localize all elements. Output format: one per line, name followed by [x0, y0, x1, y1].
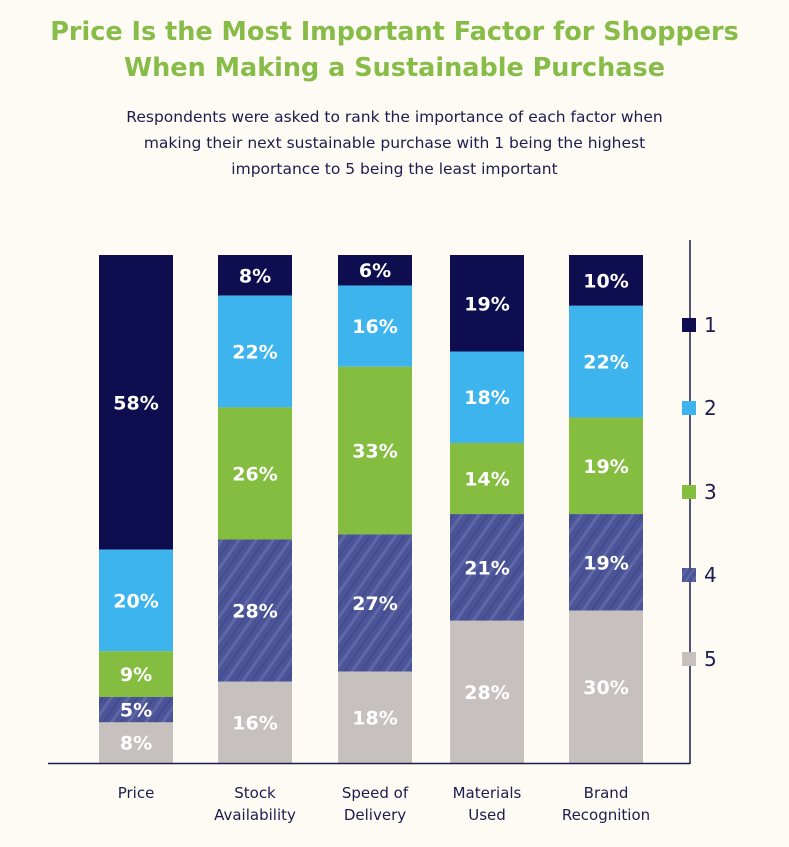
data-label: 22% — [583, 352, 628, 374]
data-label: 9% — [120, 664, 152, 686]
x-tick-label: Delivery — [344, 806, 406, 824]
x-tick-label: Used — [468, 806, 506, 824]
bar-segment-rank-5 — [569, 610, 643, 763]
data-label: 26% — [232, 463, 277, 485]
data-label: 8% — [239, 265, 271, 287]
bar-segment-rank-1 — [569, 255, 643, 306]
bar-segment-rank-3 — [450, 442, 524, 515]
bar-segment-rank-2 — [569, 305, 643, 418]
bar-segment-rank-3 — [569, 417, 643, 515]
data-label: 18% — [352, 707, 397, 729]
bar-segment-rank-3 — [338, 366, 412, 535]
x-axis-labels: Price Stock Availability Speed of Delivery Ma… — [118, 784, 650, 824]
x-tick-label: Stock — [234, 784, 276, 802]
bar-segment-rank-2 — [338, 285, 412, 367]
legend-swatch-rank-1 — [682, 318, 696, 332]
legend-label: 2 — [704, 396, 717, 420]
legend-swatch-rank-5 — [682, 652, 696, 666]
data-label: 27% — [352, 593, 397, 615]
data-label: 33% — [352, 441, 397, 463]
legend-label: 5 — [704, 647, 717, 671]
data-label: 22% — [232, 342, 277, 364]
legend-label: 1 — [704, 313, 717, 337]
chart-subtitle-line-1: Respondents were asked to rank the impor… — [126, 108, 663, 126]
bars-group: 58% 20% 9% 5% 8% 8% 22% 26% 28% 16% 6% 16% 33% 27% 18%… — [48, 255, 690, 765]
data-label: 8% — [120, 733, 152, 755]
bar-segment-rank-5 — [99, 722, 173, 763]
bar-segment-rank-1 — [99, 255, 173, 550]
data-label: 18% — [464, 387, 509, 409]
bar-segment-rank-2 — [99, 549, 173, 652]
data-label: 10% — [583, 270, 628, 292]
data-label: 16% — [352, 316, 397, 338]
x-tick-label: Brand — [584, 784, 629, 802]
bar-segment-rank-4 — [218, 539, 292, 682]
chart-title-line-1: Price Is the Most Important Factor for S… — [50, 17, 739, 47]
bar-segment-rank-5 — [338, 671, 412, 763]
data-label: 16% — [232, 712, 277, 734]
bar-segment-rank-4 — [99, 696, 173, 723]
data-label: 19% — [464, 293, 509, 315]
x-tick-label: Speed of — [342, 784, 409, 802]
bar-segment-rank-4 — [450, 514, 524, 621]
bar-segment-rank-1 — [218, 255, 292, 296]
data-label: 28% — [464, 682, 509, 704]
chart-subtitle-line-2: making their next sustainable purchase w… — [143, 134, 646, 152]
data-label: 21% — [464, 557, 509, 579]
data-label: 28% — [232, 601, 277, 623]
data-label: 5% — [120, 700, 152, 722]
legend-label: 3 — [704, 480, 717, 504]
bar-segment-rank-3 — [99, 651, 173, 697]
bar-segment-rank-4 — [338, 534, 412, 672]
x-tick-label: Materials — [453, 784, 522, 802]
bar-segment-rank-1 — [338, 255, 412, 286]
chart-title-line-2: When Making a Sustainable Purchase — [124, 53, 665, 83]
chart-subtitle-line-3: importance to 5 being the least importan… — [231, 160, 558, 178]
x-tick-label: Availability — [214, 806, 296, 824]
data-label: 20% — [113, 590, 158, 612]
bar-segment-rank-3 — [218, 407, 292, 540]
chart-title: Price Is the Most Important Factor for S… — [0, 14, 789, 86]
x-tick-label: Recognition — [562, 806, 650, 824]
chart-subtitle: Respondents were asked to rank the impor… — [0, 104, 789, 182]
bar-segment-rank-1 — [450, 255, 524, 352]
bar-segment-rank-5 — [450, 620, 524, 763]
data-label: 19% — [583, 552, 628, 574]
data-label: 58% — [113, 392, 158, 414]
bar-segment-rank-4 — [569, 514, 643, 611]
legend-swatch-rank-4 — [682, 568, 696, 582]
legend-label: 4 — [704, 563, 717, 587]
legend: 1 2 3 4 5 — [682, 240, 717, 764]
legend-swatch-rank-3 — [682, 485, 696, 499]
data-label: 14% — [464, 469, 509, 491]
bar-segment-rank-2 — [450, 351, 524, 443]
bar-segment-rank-5 — [218, 681, 292, 763]
data-label: 19% — [583, 456, 628, 478]
data-label: 6% — [359, 260, 391, 282]
x-tick-label: Price — [118, 784, 155, 802]
bar-segment-rank-2 — [218, 295, 292, 408]
legend-swatch-rank-2 — [682, 401, 696, 415]
data-label: 30% — [583, 677, 628, 699]
